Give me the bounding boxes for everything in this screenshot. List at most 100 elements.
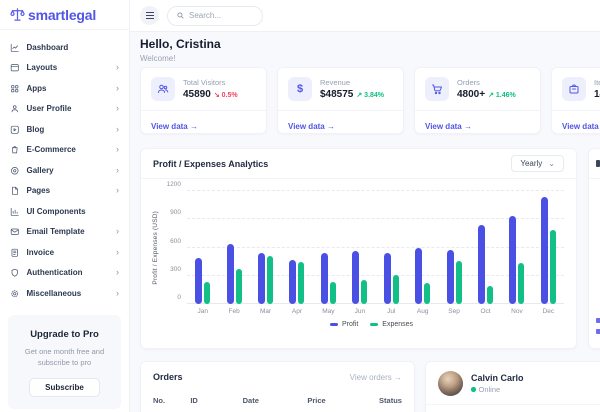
stat-card-orders: Orders 4800+ ↗ 1.46% View data → <box>414 67 541 134</box>
stat-value: 4800+ <box>457 89 486 100</box>
view-data-link[interactable]: View data → <box>562 122 599 131</box>
x-tick-label: Jul <box>387 308 396 315</box>
sidebar-item-user-profile[interactable]: User Profile › <box>0 99 129 120</box>
x-tick-label: Apr <box>291 308 303 315</box>
expenses-bar <box>392 274 399 304</box>
sidebar-item-e-commerce[interactable]: E-Commerce › <box>0 140 129 161</box>
y-axis-title: Profit / Expenses (USD) <box>151 210 159 285</box>
sidebar-item-blog[interactable]: Blog › <box>0 119 129 140</box>
stat-trend: ↗ 3.84% <box>356 92 385 99</box>
bar-group-sep <box>438 191 469 304</box>
arrow-right-icon: → <box>394 372 402 382</box>
email-icon <box>10 228 19 235</box>
sidebar-item-label: UI Components <box>26 206 86 216</box>
search-input[interactable] <box>189 11 253 20</box>
chat-user-status: Online <box>478 385 501 394</box>
stat-card-total-visitors: Total Visitors 45890 ↘ 0.5% View data → <box>140 67 267 134</box>
stat-value: $48575 <box>320 89 354 100</box>
column-status: Status <box>379 396 402 405</box>
x-tick-label: Oct <box>480 308 491 315</box>
x-tick-label: Mar <box>259 308 272 315</box>
chevron-right-icon: › <box>116 164 119 175</box>
brand-logo[interactable]: smartlegal <box>0 0 129 30</box>
y-tick-label: 0 <box>177 293 181 301</box>
pages-icon <box>12 186 18 195</box>
sidebar-item-dashboard[interactable]: Dashboard <box>0 37 129 58</box>
sidebar-item-miscellaneous[interactable]: Miscellaneous › <box>0 283 129 304</box>
stat-trend: ↘ 0.5% <box>213 92 238 99</box>
view-orders-link[interactable]: View orders → <box>349 372 402 382</box>
bar-group-aug <box>407 191 438 304</box>
profit-expenses-card: Profit / Expenses Analytics Yearly ⌄ Pro… <box>140 148 577 349</box>
stats-row: Total Visitors 45890 ↘ 0.5% View data → … <box>140 67 600 134</box>
chart-xlabels: Jan Feb Mar Apr May Jun Jul Aug Sep Oct Nov Dec <box>187 308 564 315</box>
sidebar-item-email-template[interactable]: Email Template › <box>0 222 129 243</box>
layouts-icon <box>10 64 19 72</box>
sidebar-nav: Dashboard Layouts › Apps › User Profile › Blog ›… <box>0 30 129 304</box>
scales-icon <box>10 8 25 21</box>
expenses-bar <box>487 285 493 304</box>
bar-chart: Profit / Expenses (USD) 0 300 600 900 1200 J… <box>141 179 576 328</box>
sidebar-item-label: Authentication <box>26 268 83 278</box>
sidebar: smartlegal Dashboard Layouts › Apps › User Pr… <box>0 0 130 412</box>
sidebar-item-authentication[interactable]: Authentication › <box>0 263 129 284</box>
orders-card: Orders View orders → No. ID Date Price S… <box>140 361 415 412</box>
sidebar-item-layouts[interactable]: Layouts › <box>0 58 129 79</box>
view-data-link[interactable]: View data → <box>288 122 335 131</box>
stat-label: Revenue <box>320 78 351 87</box>
sidebar-item-apps[interactable]: Apps › <box>0 78 129 99</box>
sidebar-item-invoice[interactable]: Invoice › <box>0 242 129 263</box>
profit-bar <box>258 252 266 304</box>
chevron-right-icon: › <box>116 103 119 114</box>
view-data-link[interactable]: View data → <box>151 122 198 131</box>
stat-value: 45890 <box>183 89 211 100</box>
sidebar-item-ui-components[interactable]: UI Components <box>0 201 129 222</box>
chevron-right-icon: › <box>116 123 119 134</box>
greeting-subtitle: Welcome! <box>140 54 176 63</box>
menu-toggle-button[interactable] <box>140 6 159 25</box>
online-status-dot <box>471 387 476 392</box>
x-tick-label: Sep <box>448 308 460 315</box>
legend-item-expenses: Expenses <box>370 321 413 328</box>
sidebar-item-label: Miscellaneous <box>26 288 82 298</box>
x-tick-label: Jun <box>354 308 366 315</box>
profit-bar <box>226 243 234 304</box>
cropped-card-title-glyph <box>596 160 600 167</box>
shield-icon <box>11 268 18 277</box>
x-tick-label: Aug <box>416 308 429 315</box>
sidebar-item-label: E-Commerce <box>26 145 76 155</box>
stat-value: 145 <box>594 89 600 100</box>
search-box[interactable] <box>167 5 263 26</box>
chevron-down-icon: ⌄ <box>548 158 555 168</box>
profit-bar <box>289 259 297 304</box>
dollar-icon: $ <box>288 77 312 101</box>
arrow-right-icon: → <box>190 122 198 131</box>
view-data-link[interactable]: View data → <box>425 122 472 131</box>
bar-group-dec <box>533 191 564 304</box>
profit-bar <box>509 216 517 304</box>
chevron-right-icon: › <box>116 144 119 155</box>
chart-title: Profit / Expenses Analytics <box>153 158 269 169</box>
bag-icon <box>562 77 586 101</box>
legend-marker <box>370 323 379 326</box>
bar-group-nov <box>501 191 532 304</box>
subscribe-button[interactable]: Subscribe <box>29 377 100 397</box>
hamburger-icon <box>145 11 154 13</box>
sidebar-item-label: Pages <box>26 186 51 196</box>
y-tick-label: 300 <box>170 265 181 273</box>
chevron-right-icon: › <box>116 267 119 278</box>
range-select[interactable]: Yearly ⌄ <box>511 155 564 172</box>
search-icon <box>177 12 184 19</box>
profit-bar <box>320 252 328 304</box>
sidebar-item-label: Gallery <box>26 165 54 175</box>
chat-card: Calvin Carlo Online Hey Cristina <box>425 361 600 412</box>
sidebar-item-gallery[interactable]: Gallery › <box>0 160 129 181</box>
profit-bar <box>195 257 203 304</box>
sidebar-item-pages[interactable]: Pages › <box>0 181 129 202</box>
y-tick-label: 1200 <box>166 180 181 188</box>
bar-group-may <box>313 191 344 304</box>
sidebar-item-label: Apps <box>26 83 47 93</box>
upgrade-title: Upgrade to Pro <box>30 328 99 340</box>
expenses-bar <box>235 269 242 304</box>
